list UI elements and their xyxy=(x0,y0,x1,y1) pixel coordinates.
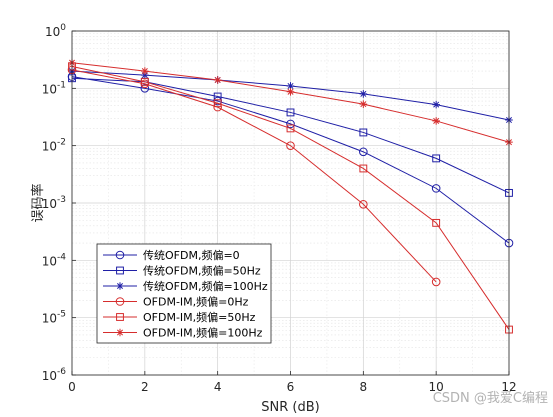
series-line xyxy=(71,69,437,283)
series-layer xyxy=(67,58,514,334)
data-point xyxy=(286,124,295,133)
legend-marker xyxy=(116,266,124,275)
legend: 传统OFDM,频偏=0 传统OFDM,频偏=50Hz传统OFDM,频偏=100Hz… xyxy=(96,243,272,344)
data-point xyxy=(213,99,222,108)
legend-entry: OFDM-IM,频偏=0Hz xyxy=(103,295,249,309)
ticks: 0 2 4 6 8 10 12 100 10-1 10-2 10-3 10-4 10-5 10-6 xyxy=(42,23,517,394)
data-point xyxy=(359,90,368,98)
y-axis-label: 误码率 xyxy=(30,183,46,222)
data-point xyxy=(141,67,149,75)
data-point xyxy=(286,82,295,90)
y-tick-label: 10-6 xyxy=(42,367,67,383)
data-point xyxy=(431,277,441,287)
legend-label: 传统OFDM,频偏=50Hz xyxy=(143,264,261,278)
y-tick-label: 10-5 xyxy=(42,310,66,326)
data-point xyxy=(432,218,441,227)
legend-entry: 传统OFDM,频偏=100Hz xyxy=(103,279,268,293)
x-tick-label: 8 xyxy=(360,380,368,394)
watermark: CSDN @我爱C编程 xyxy=(433,391,548,406)
data-point xyxy=(359,199,368,209)
legend-marker xyxy=(116,282,124,290)
data-point xyxy=(432,117,440,125)
data-point xyxy=(359,128,368,137)
legend-entry: OFDM-IM,频偏=100Hz xyxy=(103,326,263,340)
data-point xyxy=(213,76,222,84)
legend-box xyxy=(96,243,272,344)
x-tick-label: 12 xyxy=(501,380,516,394)
data-point xyxy=(359,164,368,173)
legend-entry: OFDM-IM,频偏=50Hz xyxy=(103,310,256,324)
legend-label: OFDM-IM,频偏=100Hz xyxy=(143,326,263,340)
y-tick-label: 10-1 xyxy=(42,80,66,96)
series-line xyxy=(71,66,510,330)
data-point xyxy=(286,141,295,150)
x-axis-label: SNR (dB) xyxy=(261,400,319,415)
x-tick-label: 2 xyxy=(141,380,149,394)
legend-label: 传统OFDM,频偏=100Hz xyxy=(143,279,268,293)
y-tick-label: 100 xyxy=(45,23,66,39)
legend-entry: 传统OFDM,频偏=50Hz xyxy=(103,264,261,278)
data-point xyxy=(359,100,368,108)
legend-entry: 传统OFDM,频偏=0 xyxy=(103,248,240,262)
legend-label: OFDM-IM,频偏=50Hz xyxy=(143,310,256,324)
x-tick-label: 4 xyxy=(214,380,222,394)
series-1 xyxy=(67,72,514,248)
x-tick-label: 6 xyxy=(287,380,295,394)
y-tick-label: 10-2 xyxy=(42,138,66,154)
data-point xyxy=(140,77,149,86)
x-tick-label: 0 xyxy=(68,380,76,394)
data-point xyxy=(359,147,368,157)
legend-label: OFDM-IM,频偏=0Hz xyxy=(143,295,249,309)
legend-marker xyxy=(115,250,125,260)
y-tick-label: 10-3 xyxy=(42,195,66,211)
legend-marker xyxy=(116,313,124,321)
data-point xyxy=(286,108,295,117)
legend-marker xyxy=(116,328,124,337)
legend-marker xyxy=(115,297,125,306)
data-point xyxy=(431,184,441,193)
data-point xyxy=(141,71,149,79)
data-point xyxy=(286,88,295,96)
data-point xyxy=(432,100,440,109)
x-tick-label: 10 xyxy=(429,380,444,394)
data-point xyxy=(286,119,295,129)
legend-label: 传统OFDM,频偏=0 xyxy=(143,248,240,262)
y-tick-label: 10-4 xyxy=(42,252,67,268)
data-point xyxy=(432,154,441,163)
data-point xyxy=(140,84,150,93)
series-line xyxy=(71,76,510,244)
